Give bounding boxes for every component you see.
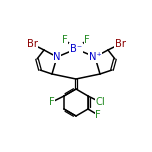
Text: N⁺: N⁺ — [89, 52, 101, 62]
Text: N: N — [53, 52, 61, 62]
Text: F: F — [62, 35, 68, 45]
Text: Br: Br — [114, 39, 126, 49]
Text: B⁻: B⁻ — [70, 44, 82, 54]
Text: Br: Br — [26, 39, 38, 49]
Text: F: F — [84, 35, 90, 45]
Text: F: F — [95, 110, 101, 120]
Text: F: F — [49, 97, 55, 107]
Text: Cl: Cl — [95, 97, 105, 107]
